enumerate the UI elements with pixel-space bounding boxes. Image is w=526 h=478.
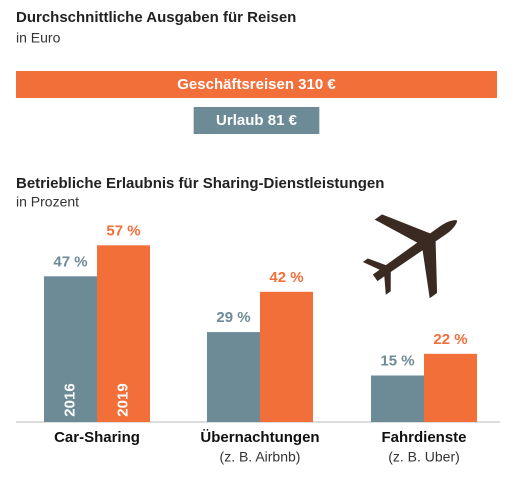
x-tick-label: Fahrdienste bbox=[381, 429, 466, 446]
chart-title: Betriebliche Erlaubnis für Sharing-Diens… bbox=[16, 175, 384, 192]
x-tick-label: Übernachtungen bbox=[200, 429, 319, 446]
bar bbox=[44, 276, 97, 422]
category-label: Urlaub bbox=[216, 112, 264, 129]
bar bbox=[371, 375, 424, 422]
bar-label: Urlaub 81 € bbox=[216, 112, 298, 129]
value-label: 47 % bbox=[53, 253, 87, 270]
legend-label: 2019 bbox=[114, 383, 131, 416]
bar bbox=[16, 71, 497, 98]
bar bbox=[424, 353, 477, 422]
bar bbox=[193, 107, 320, 134]
value-label: 81 € bbox=[264, 112, 298, 129]
value-label: 310 € bbox=[294, 76, 336, 93]
x-tick-note: (z. B. Uber) bbox=[388, 449, 460, 465]
bar-label: Geschäftsreisen 310 € bbox=[177, 76, 336, 93]
value-label: 57 % bbox=[106, 222, 140, 239]
chart-title: Durchschnittliche Ausgaben für Reisen bbox=[16, 9, 296, 26]
legend-label: 2016 bbox=[61, 383, 78, 416]
category-label: Geschäftsreisen bbox=[177, 76, 294, 93]
x-tick-label: Car-Sharing bbox=[54, 429, 140, 446]
bar bbox=[97, 245, 150, 422]
chart-subtitle: in Prozent bbox=[16, 194, 79, 210]
chart-subtitle: in Euro bbox=[16, 30, 61, 46]
airplane-icon bbox=[362, 214, 458, 299]
value-label: 29 % bbox=[216, 309, 250, 326]
bar bbox=[260, 291, 313, 422]
value-label: 22 % bbox=[433, 331, 467, 348]
value-label: 15 % bbox=[380, 352, 414, 369]
bar bbox=[207, 332, 260, 422]
x-tick-note: (z. B. Airbnb) bbox=[220, 449, 301, 465]
value-label: 42 % bbox=[269, 269, 303, 286]
